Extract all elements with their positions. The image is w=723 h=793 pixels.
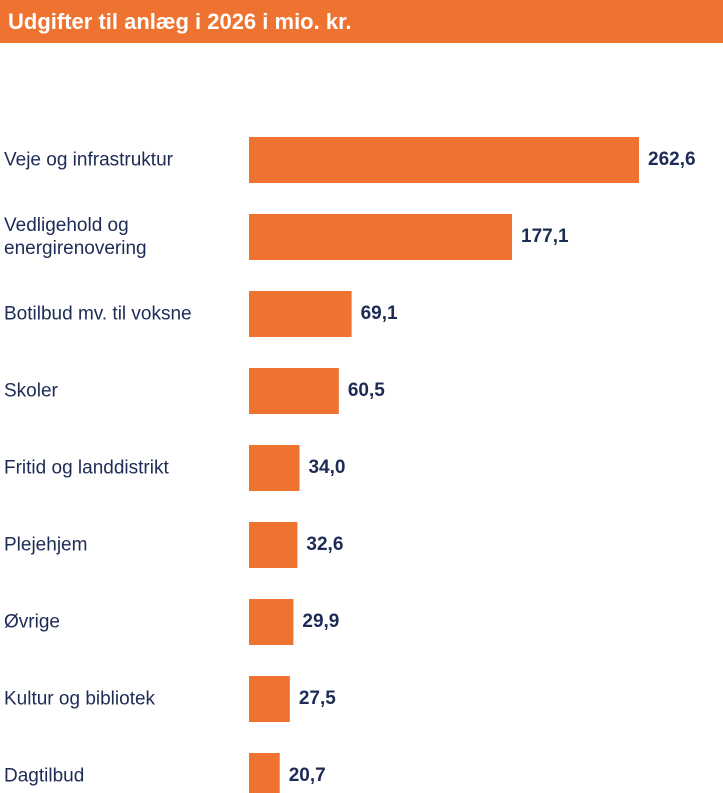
- category-label: Skoler: [4, 380, 58, 402]
- value-label: 262,6: [648, 149, 696, 170]
- category-label: Botilbud mv. til voksne: [4, 303, 192, 325]
- value-label: 177,1: [521, 226, 569, 247]
- category-label: Plejehjem: [4, 534, 88, 556]
- title-bar: Udgifter til anlæg i 2026 i mio. kr.: [0, 0, 723, 43]
- value-label: 69,1: [360, 303, 398, 324]
- category-label: Kultur og bibliotek: [4, 688, 156, 710]
- bar: [249, 599, 294, 645]
- category-label: Vedligehold og energirenovering: [4, 215, 147, 259]
- bar: [249, 291, 352, 337]
- chart-title: Udgifter til anlæg i 2026 i mio. kr.: [8, 9, 352, 34]
- value-label: 20,7: [288, 765, 326, 786]
- value-label: 29,9: [302, 611, 340, 632]
- bar: [249, 753, 280, 793]
- value-label: 32,6: [306, 534, 344, 555]
- bar: [249, 445, 300, 491]
- category-label: Veje og infrastruktur: [4, 149, 173, 171]
- value-label: 34,0: [308, 457, 346, 478]
- bar: [249, 137, 639, 183]
- category-label: Øvrige: [4, 611, 60, 633]
- bar: [249, 676, 290, 722]
- value-label: 27,5: [298, 688, 336, 709]
- bar: [249, 368, 339, 414]
- category-label: Fritid og landdistrikt: [4, 457, 169, 479]
- category-label: Dagtilbud: [4, 765, 85, 787]
- value-label: 60,5: [347, 380, 385, 401]
- bar: [249, 522, 298, 568]
- bar: [249, 214, 513, 260]
